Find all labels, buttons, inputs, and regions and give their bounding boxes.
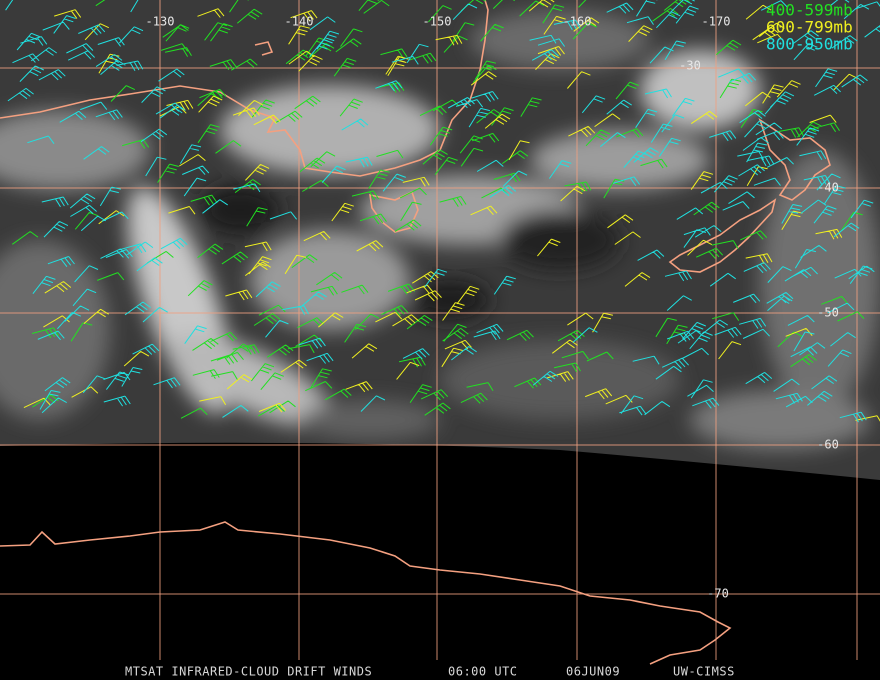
footer: MTSAT INFRARED-CLOUD DRIFT WINDS 06:00 U… [125,665,735,679]
longitude-label: -140 [285,15,314,29]
new-zealand-south [668,198,777,273]
wind-barb-layer [5,0,880,423]
new-zealand-north [758,118,831,201]
longitude-label: -130 [146,15,175,29]
latitude-label: -60 [817,438,839,452]
clouds [0,10,880,450]
source: UW-CIMSS [673,665,735,679]
latitude-label: -40 [817,181,839,195]
wind-barbs [5,0,880,423]
legend: 400-599mb 600-799mb 800-950mb [766,1,853,54]
legend-entry: 400-599mb [766,1,853,20]
gulf-coast [254,41,274,56]
latitude-label: -30 [679,59,701,73]
longitude-label: -150 [423,15,452,29]
latitude-label: -50 [817,306,839,320]
longitude-label: -160 [563,15,592,29]
wind-barb-layer [23,0,880,422]
legend-entry: 600-799mb [766,18,853,37]
date: 06JUN09 [566,665,620,679]
legend-entry: 800-950mb [766,35,853,54]
grid-labels: -130 -140 -150 -160 -170 -30 -40 -50 -60… [146,15,839,601]
product-name: MTSAT INFRARED-CLOUD DRIFT WINDS [125,665,372,679]
antarctica-coast [0,521,732,665]
time: 06:00 UTC [448,665,518,679]
latitude-label: -70 [707,587,729,601]
longitude-label: -170 [702,15,731,29]
wind-barb-layer [12,0,865,419]
